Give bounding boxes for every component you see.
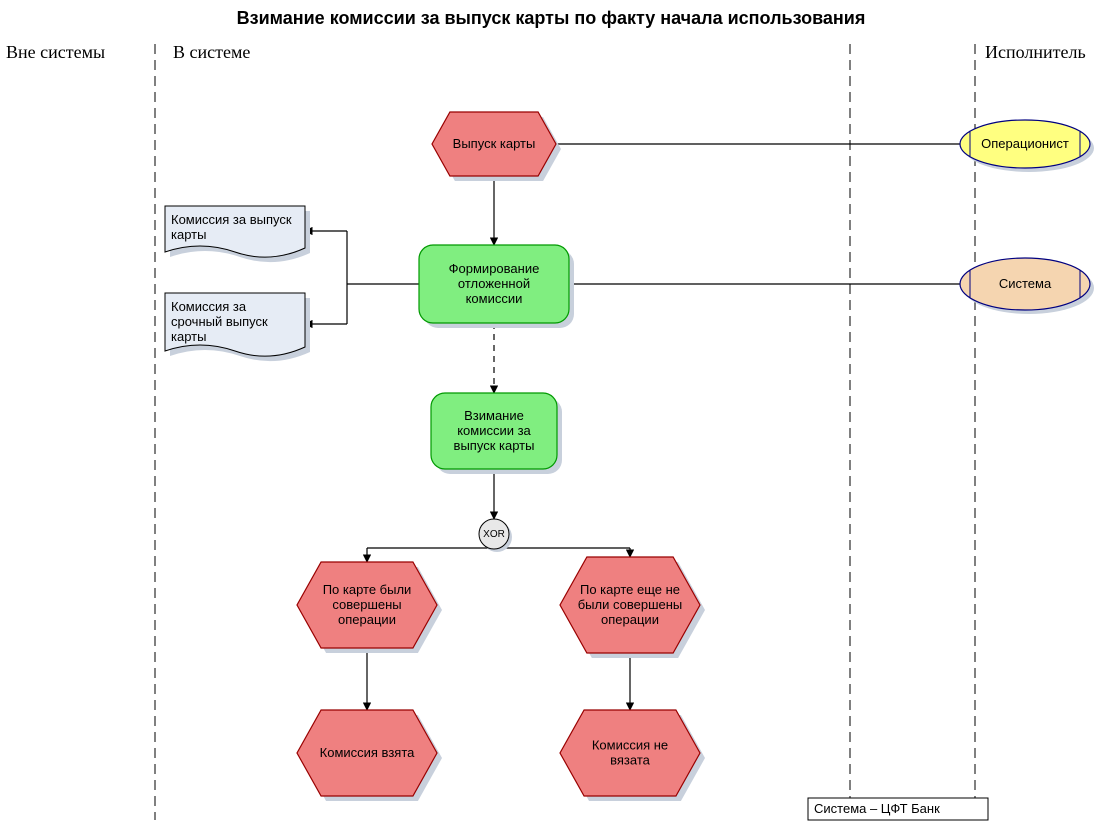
svg-text:Выпуск карты: Выпуск карты bbox=[453, 136, 536, 151]
svg-text:срочный выпуск: срочный выпуск bbox=[171, 314, 268, 329]
diagram-title: Взимание комиссии за выпуск карты по фак… bbox=[237, 8, 866, 28]
svg-text:совершены: совершены bbox=[332, 597, 401, 612]
svg-text:отложенной: отложенной bbox=[458, 276, 530, 291]
xor-label: XOR bbox=[483, 529, 505, 540]
node-actor_sys: Система bbox=[960, 258, 1094, 314]
lane-header-outside: Вне системы bbox=[6, 42, 105, 62]
svg-text:операции: операции bbox=[338, 612, 396, 627]
svg-text:Комиссия за: Комиссия за bbox=[171, 299, 247, 314]
svg-text:Формирование: Формирование bbox=[449, 261, 540, 276]
node-actor_oper: Операционист bbox=[960, 120, 1094, 172]
svg-text:Комиссия не: Комиссия не bbox=[592, 738, 668, 753]
svg-text:По карте еще не: По карте еще не bbox=[580, 582, 680, 597]
svg-text:комиссии за: комиссии за bbox=[457, 423, 531, 438]
footer-label: Система – ЦФТ Банк bbox=[814, 801, 940, 816]
actor-label-actor_oper: Операционист bbox=[981, 136, 1069, 151]
svg-text:операции: операции bbox=[601, 612, 659, 627]
svg-text:вязата: вязата bbox=[610, 753, 651, 768]
node-xor: XOR bbox=[479, 519, 512, 552]
actor-label-actor_sys: Система bbox=[999, 276, 1052, 291]
svg-text:По карте были: По карте были bbox=[323, 582, 412, 597]
epc-diagram: Взимание комиссии за выпуск карты по фак… bbox=[0, 0, 1102, 837]
svg-text:выпуск карты: выпуск карты bbox=[454, 438, 535, 453]
svg-text:Комиссия за выпуск: Комиссия за выпуск bbox=[171, 212, 292, 227]
svg-text:Взимание: Взимание bbox=[464, 408, 524, 423]
svg-text:комиссии: комиссии bbox=[466, 291, 523, 306]
lane-header-executor: Исполнитель bbox=[985, 42, 1086, 62]
svg-text:карты: карты bbox=[171, 329, 206, 344]
svg-text:карты: карты bbox=[171, 227, 206, 242]
svg-text:Комиссия взята: Комиссия взята bbox=[320, 745, 415, 760]
lane-header-system: В системе bbox=[173, 42, 250, 62]
svg-text:были совершены: были совершены bbox=[578, 597, 683, 612]
